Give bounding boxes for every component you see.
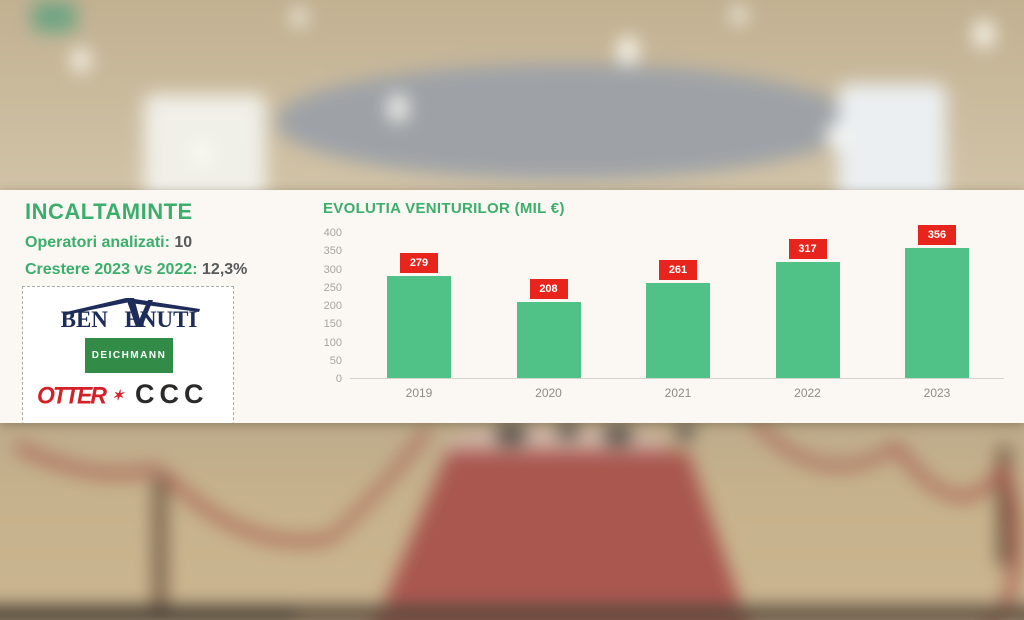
shopper-silhouette [496, 422, 526, 446]
chart-bar [905, 248, 969, 378]
chart-bar-value: 356 [918, 225, 956, 245]
stat-operators-label: Operatori analizati: [25, 234, 170, 251]
chart-bar [387, 276, 451, 378]
ceiling-structure [276, 64, 856, 179]
chart-x-tick: 2021 [664, 386, 692, 400]
chart-bar [775, 262, 840, 378]
chart-y-tick: 400 [323, 227, 342, 239]
chart-bar-value: 317 [788, 239, 827, 259]
logo-otter: OTTER [37, 381, 107, 409]
ceiling-light [618, 36, 638, 66]
page-title: INCALTAMINTE [25, 199, 193, 224]
logo-deichmann: DEICHMANN [85, 338, 173, 373]
ceiling-light [388, 94, 408, 122]
stat-growth: Crestere 2023 vs 2022: 12,3% [25, 261, 247, 279]
chart-y-tick: 250 [323, 281, 342, 294]
chart-title: EVOLUTIA VENITURILOR (MIL €) [323, 200, 565, 217]
chart-y-tick: 100 [323, 336, 342, 349]
ceiling-light [194, 142, 210, 164]
ceiling-sign [32, 2, 76, 32]
otter-mark-icon: ✶ [112, 387, 124, 403]
chart-x-tick: 2023 [923, 386, 951, 400]
ceiling-light [72, 48, 90, 72]
stat-operators-value: 10 [174, 234, 193, 251]
benvenuti-swoosh [62, 298, 200, 327]
chart-y-tick: 0 [335, 373, 342, 385]
chart-bar-value: 208 [529, 279, 568, 299]
content-panel: INCALTAMINTE Operatori analizati: 10 Cre… [0, 190, 1024, 423]
chart-plot: 0 50 100 150 200 250 300 350 400 279 2019 208 2020 26… [324, 225, 1004, 400]
chart-y-tick: 50 [329, 354, 342, 367]
chart-y-tick: 200 [323, 300, 342, 312]
brand-logos-box: BENVENUTI DEICHMANN OTTER ✶ CCC [22, 286, 234, 423]
ceiling-light [732, 6, 746, 24]
logo-benvenuti: BENVENUTI [54, 297, 204, 335]
shopper-silhouette [676, 422, 694, 440]
ceiling-light [292, 8, 306, 26]
chart-y-tick: 150 [323, 318, 342, 331]
chart-x-tick: 2022 [794, 386, 821, 400]
chart-x-tick: 2019 [405, 386, 433, 400]
chart-y-tick: 300 [323, 263, 342, 276]
ceiling-light [826, 124, 844, 148]
chart-bar-value: 279 [400, 253, 438, 273]
stat-growth-value: 12,3% [202, 261, 248, 278]
chart-x-tick: 2020 [535, 386, 562, 400]
chart-bar [516, 302, 581, 378]
chart-y-tick: 350 [323, 245, 342, 258]
chart-bar [646, 283, 710, 378]
chart-bar-value: 261 [659, 260, 697, 280]
ceiling-light [974, 20, 994, 48]
shopper-silhouette [558, 420, 578, 440]
stat-growth-label: Crestere 2023 vs 2022: [25, 261, 198, 278]
logo-ccc: CCC [135, 379, 209, 409]
barrier-post [154, 476, 166, 616]
stat-operators: Operatori analizati: 10 [25, 234, 192, 252]
mall-column-right [838, 84, 946, 206]
shopper-silhouette [604, 424, 632, 446]
